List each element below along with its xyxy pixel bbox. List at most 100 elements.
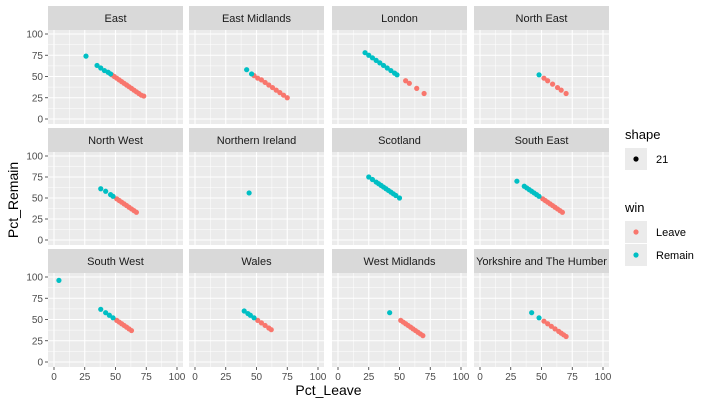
y-tick-label: 25 [32,336,44,347]
x-tick-label: 100 [595,372,612,383]
data-point-leave [541,75,547,81]
facet-label-east: East [104,13,126,25]
facet-label-wales: Wales [241,256,272,268]
data-point-remain [362,50,368,56]
data-point-remain [106,312,112,318]
data-point-leave [128,327,135,334]
data-point-remain [98,186,104,192]
data-point-remain [94,62,100,69]
data-point-leave [277,90,283,96]
facet-strip-northern-ireland [189,128,324,152]
data-point-remain [369,176,376,183]
facet-label-south-west: South West [87,256,144,268]
legend-key-leave [633,229,639,235]
x-tick-label: 50 [110,372,122,383]
facet-label-northern-ireland: Northern Ireland [217,135,297,147]
data-point-leave [284,95,290,101]
data-point-leave [262,322,268,329]
facet-strip-south-west [48,249,183,273]
x-tick-label: 0 [335,372,341,383]
legend-label-shape: 21 [656,154,668,166]
data-point-remain [98,306,104,312]
facet-label-west-midlands: West Midlands [364,256,436,268]
data-point-remain [514,178,520,184]
x-tick-label: 50 [251,372,263,383]
data-point-remain [98,65,104,71]
data-point-remain [366,52,372,58]
y-tick-label: 0 [37,358,43,369]
data-point-leave [545,78,551,84]
y-tick-label: 50 [32,72,44,83]
data-point-remain [536,72,542,78]
data-point-leave [406,80,412,86]
facet-strip-yorkshire-and-the-humber [474,249,609,273]
x-tick-label: 25 [363,372,375,383]
data-point-leave [559,209,566,215]
y-tick-label: 25 [32,93,44,104]
facet-label-london: London [381,13,418,25]
data-point-remain [110,193,116,199]
data-point-leave [558,87,564,93]
data-point-leave [541,318,547,324]
legend-title-shape: shape [625,127,660,142]
x-tick-label: 75 [282,372,294,383]
data-point-remain [107,71,114,77]
x-tick-label: 0 [51,372,57,383]
x-tick-label: 25 [220,372,232,383]
y-tick-label: 0 [37,236,43,247]
data-point-remain [244,67,250,73]
y-tick-label: 0 [37,115,43,126]
facet-label-south-east: South East [515,135,569,147]
data-point-remain [384,65,390,71]
data-point-remain [248,71,255,77]
x-tick-label: 100 [453,372,470,383]
data-point-remain [396,195,403,201]
x-tick-label: 50 [536,372,548,383]
facet-strip-south-east [474,128,609,152]
y-axis-title: Pct_Remain [5,162,21,238]
data-point-remain [110,315,116,321]
data-point-leave [133,209,140,215]
facet-label-north-west: North West [88,135,143,147]
data-point-leave [403,78,409,84]
x-tick-label: 0 [192,372,198,383]
data-point-leave [420,333,426,339]
data-point-leave [563,90,569,97]
legend-label-remain: Remain [656,250,694,262]
data-point-remain [247,312,253,318]
data-point-leave [268,327,274,333]
legend-key-remain [633,252,639,258]
data-point-leave [414,85,420,91]
data-point-remain [377,60,383,66]
data-point-remain [103,310,109,316]
facet-label-north-east: North East [516,13,568,25]
y-tick-label: 100 [26,152,43,163]
facet-strip-north-west [48,128,183,152]
x-tick-label: 25 [505,372,517,383]
data-point-remain [393,192,399,199]
data-point-leave [258,320,265,326]
data-point-leave [563,333,569,340]
data-point-leave [552,326,558,332]
x-axis-title: Pct_Leave [295,382,361,398]
data-point-leave [554,84,561,91]
data-point-leave [545,321,551,327]
data-point-remain [394,72,400,78]
data-point-remain [387,310,393,316]
y-tick-label: 50 [32,194,44,205]
x-tick-label: 75 [425,372,437,383]
data-point-leave [269,84,276,91]
facet-label-east-midlands: East Midlands [222,13,292,25]
data-point-leave [262,79,268,86]
facet-strip-east [48,6,183,30]
x-tick-label: 75 [141,372,153,383]
data-point-leave [273,87,279,93]
y-tick-label: 75 [32,173,44,184]
data-point-leave [141,93,147,99]
x-tick-label: 25 [79,372,91,383]
data-point-remain [56,277,62,283]
facet-label-scotland: Scotland [378,135,421,147]
data-point-remain [83,53,89,59]
data-point-remain [529,310,535,316]
